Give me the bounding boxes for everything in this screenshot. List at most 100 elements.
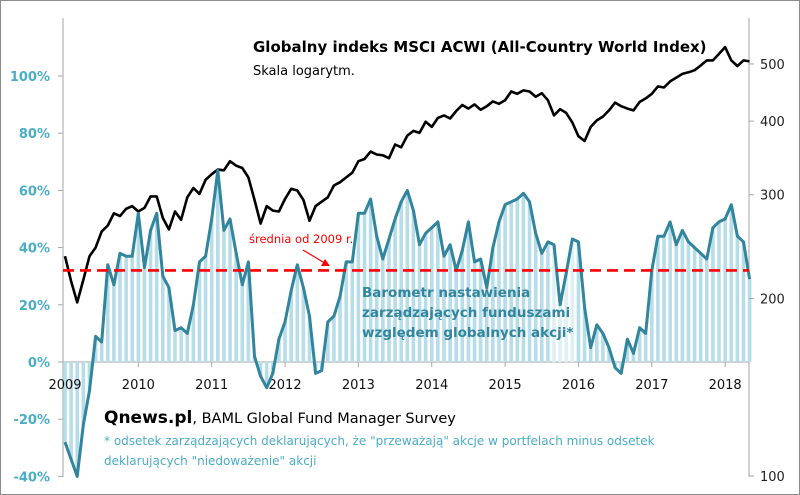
barometer-bar xyxy=(717,221,721,362)
barometer-bar xyxy=(332,316,336,362)
barometer-bar xyxy=(497,221,501,362)
barometer-bar xyxy=(326,321,330,362)
barometer-bar xyxy=(729,204,734,362)
barometer-bar xyxy=(637,327,642,362)
acwi-series-line xyxy=(63,45,750,304)
barometer-bar xyxy=(668,221,672,362)
barometer-bar xyxy=(631,353,636,362)
barometer-bar xyxy=(185,333,190,362)
barometer-bar xyxy=(209,219,214,362)
barometer-bar xyxy=(75,362,80,477)
barometer-bar xyxy=(112,284,116,362)
barometer-bar xyxy=(368,198,373,362)
barometer-bar xyxy=(436,221,440,362)
x-tick-label: 2018 xyxy=(709,378,742,393)
barometer-bar xyxy=(423,233,428,362)
barometer-bar xyxy=(460,250,465,362)
barometer-series-line xyxy=(63,168,752,478)
barometer-bar xyxy=(81,362,86,425)
barometer-bar xyxy=(491,247,495,362)
left-tick-label: -40% xyxy=(13,470,50,485)
left-axis-ticks: -40% -20% 0% 20% 40% 60% 80% 100% xyxy=(10,70,63,485)
right-tick-label: 500 xyxy=(760,58,785,73)
barometer-bar xyxy=(478,259,483,362)
left-tick-label: 40% xyxy=(19,242,50,257)
barometer-bar xyxy=(656,236,660,362)
left-tick-label: 80% xyxy=(19,127,50,142)
barometer-bar xyxy=(594,324,599,362)
barometer-bar xyxy=(558,304,562,362)
barometer-bar xyxy=(130,256,135,362)
footnote-line1: * odsetek zarządzających deklarujących, … xyxy=(104,434,655,448)
barometer-bar xyxy=(454,270,458,362)
barometer-bar xyxy=(301,287,306,362)
x-tick-label: 2012 xyxy=(269,378,302,393)
chart-subtitle: Skala logarytm. xyxy=(253,64,355,79)
x-tick-label: 2009 xyxy=(48,378,81,393)
left-tick-label: 20% xyxy=(19,299,50,314)
x-tick-label: 2013 xyxy=(342,378,375,393)
barometer-bar xyxy=(607,347,611,362)
left-tick-label: 100% xyxy=(10,70,50,85)
x-axis-ticks: 2009 2010 2011 2012 2013 2014 2015 2016 2017 2018 xyxy=(48,362,742,393)
barometer-bar xyxy=(576,241,581,362)
barometer-bar xyxy=(570,239,575,362)
x-tick-label: 2014 xyxy=(415,378,448,393)
barometer-bar xyxy=(374,236,379,362)
barometer-bar xyxy=(173,330,177,362)
barometer-bar xyxy=(87,362,92,391)
barometer-bar xyxy=(240,284,245,362)
x-tick-label: 2010 xyxy=(122,378,155,393)
barometer-bar xyxy=(203,256,208,362)
barometer-bar xyxy=(705,259,709,362)
barometer-bar xyxy=(417,244,422,362)
barometer-bar xyxy=(472,261,477,362)
barometer-bar xyxy=(350,261,355,362)
barometer-bar xyxy=(179,327,183,362)
barometer-bar xyxy=(601,333,605,362)
barometer-bar xyxy=(222,230,226,362)
left-tick-label: 60% xyxy=(19,184,50,199)
barometer-bar xyxy=(650,270,654,362)
barometer-bar xyxy=(69,362,73,460)
barometer-bar xyxy=(387,239,391,362)
barometer-bar xyxy=(405,190,410,362)
barometer-bar xyxy=(582,307,587,362)
barometer-bars xyxy=(63,170,752,477)
barometer-bar xyxy=(142,267,147,362)
barometer-bar xyxy=(338,296,342,362)
barometer-bar xyxy=(429,227,434,362)
barometer-bar xyxy=(662,236,666,362)
left-tick-label: 0% xyxy=(28,356,50,371)
barometer-bar xyxy=(381,259,385,362)
barometer-label-line3: względem globalnych akcji* xyxy=(362,325,573,341)
barometer-bar xyxy=(466,221,471,362)
barometer-bar xyxy=(674,244,679,362)
barometer-bar xyxy=(344,261,348,362)
barometer-bar xyxy=(680,230,685,362)
barometer-bar xyxy=(136,213,141,362)
barometer-bar xyxy=(515,198,520,362)
right-tick-label: 200 xyxy=(760,293,785,308)
x-tick-label: 2016 xyxy=(562,378,595,393)
barometer-bar xyxy=(588,347,593,362)
barometer-bar xyxy=(99,341,104,362)
barometer-bar xyxy=(698,253,703,362)
chart-title: Globalny indeks MSCI ACWI (All-Country W… xyxy=(253,38,707,56)
barometer-bar xyxy=(509,201,514,362)
barometer-bar xyxy=(105,264,110,362)
barometer-bar xyxy=(399,201,403,362)
barometer-bar xyxy=(277,339,281,362)
barometer-bar xyxy=(539,253,544,362)
average-line-label: średnia od 2009 r. xyxy=(249,232,353,246)
right-tick-label: 300 xyxy=(760,189,785,204)
right-tick-label: 400 xyxy=(760,115,785,130)
right-axis-ticks: 100 200 300 400 500 xyxy=(749,58,785,485)
barometer-bar xyxy=(533,233,538,362)
barometer-bar xyxy=(747,279,752,362)
barometer-bar xyxy=(63,362,67,443)
barometer-bar xyxy=(527,201,532,362)
right-tick-label: 100 xyxy=(760,470,785,485)
source-text: , BAML Global Fund Manager Survey xyxy=(192,411,456,427)
